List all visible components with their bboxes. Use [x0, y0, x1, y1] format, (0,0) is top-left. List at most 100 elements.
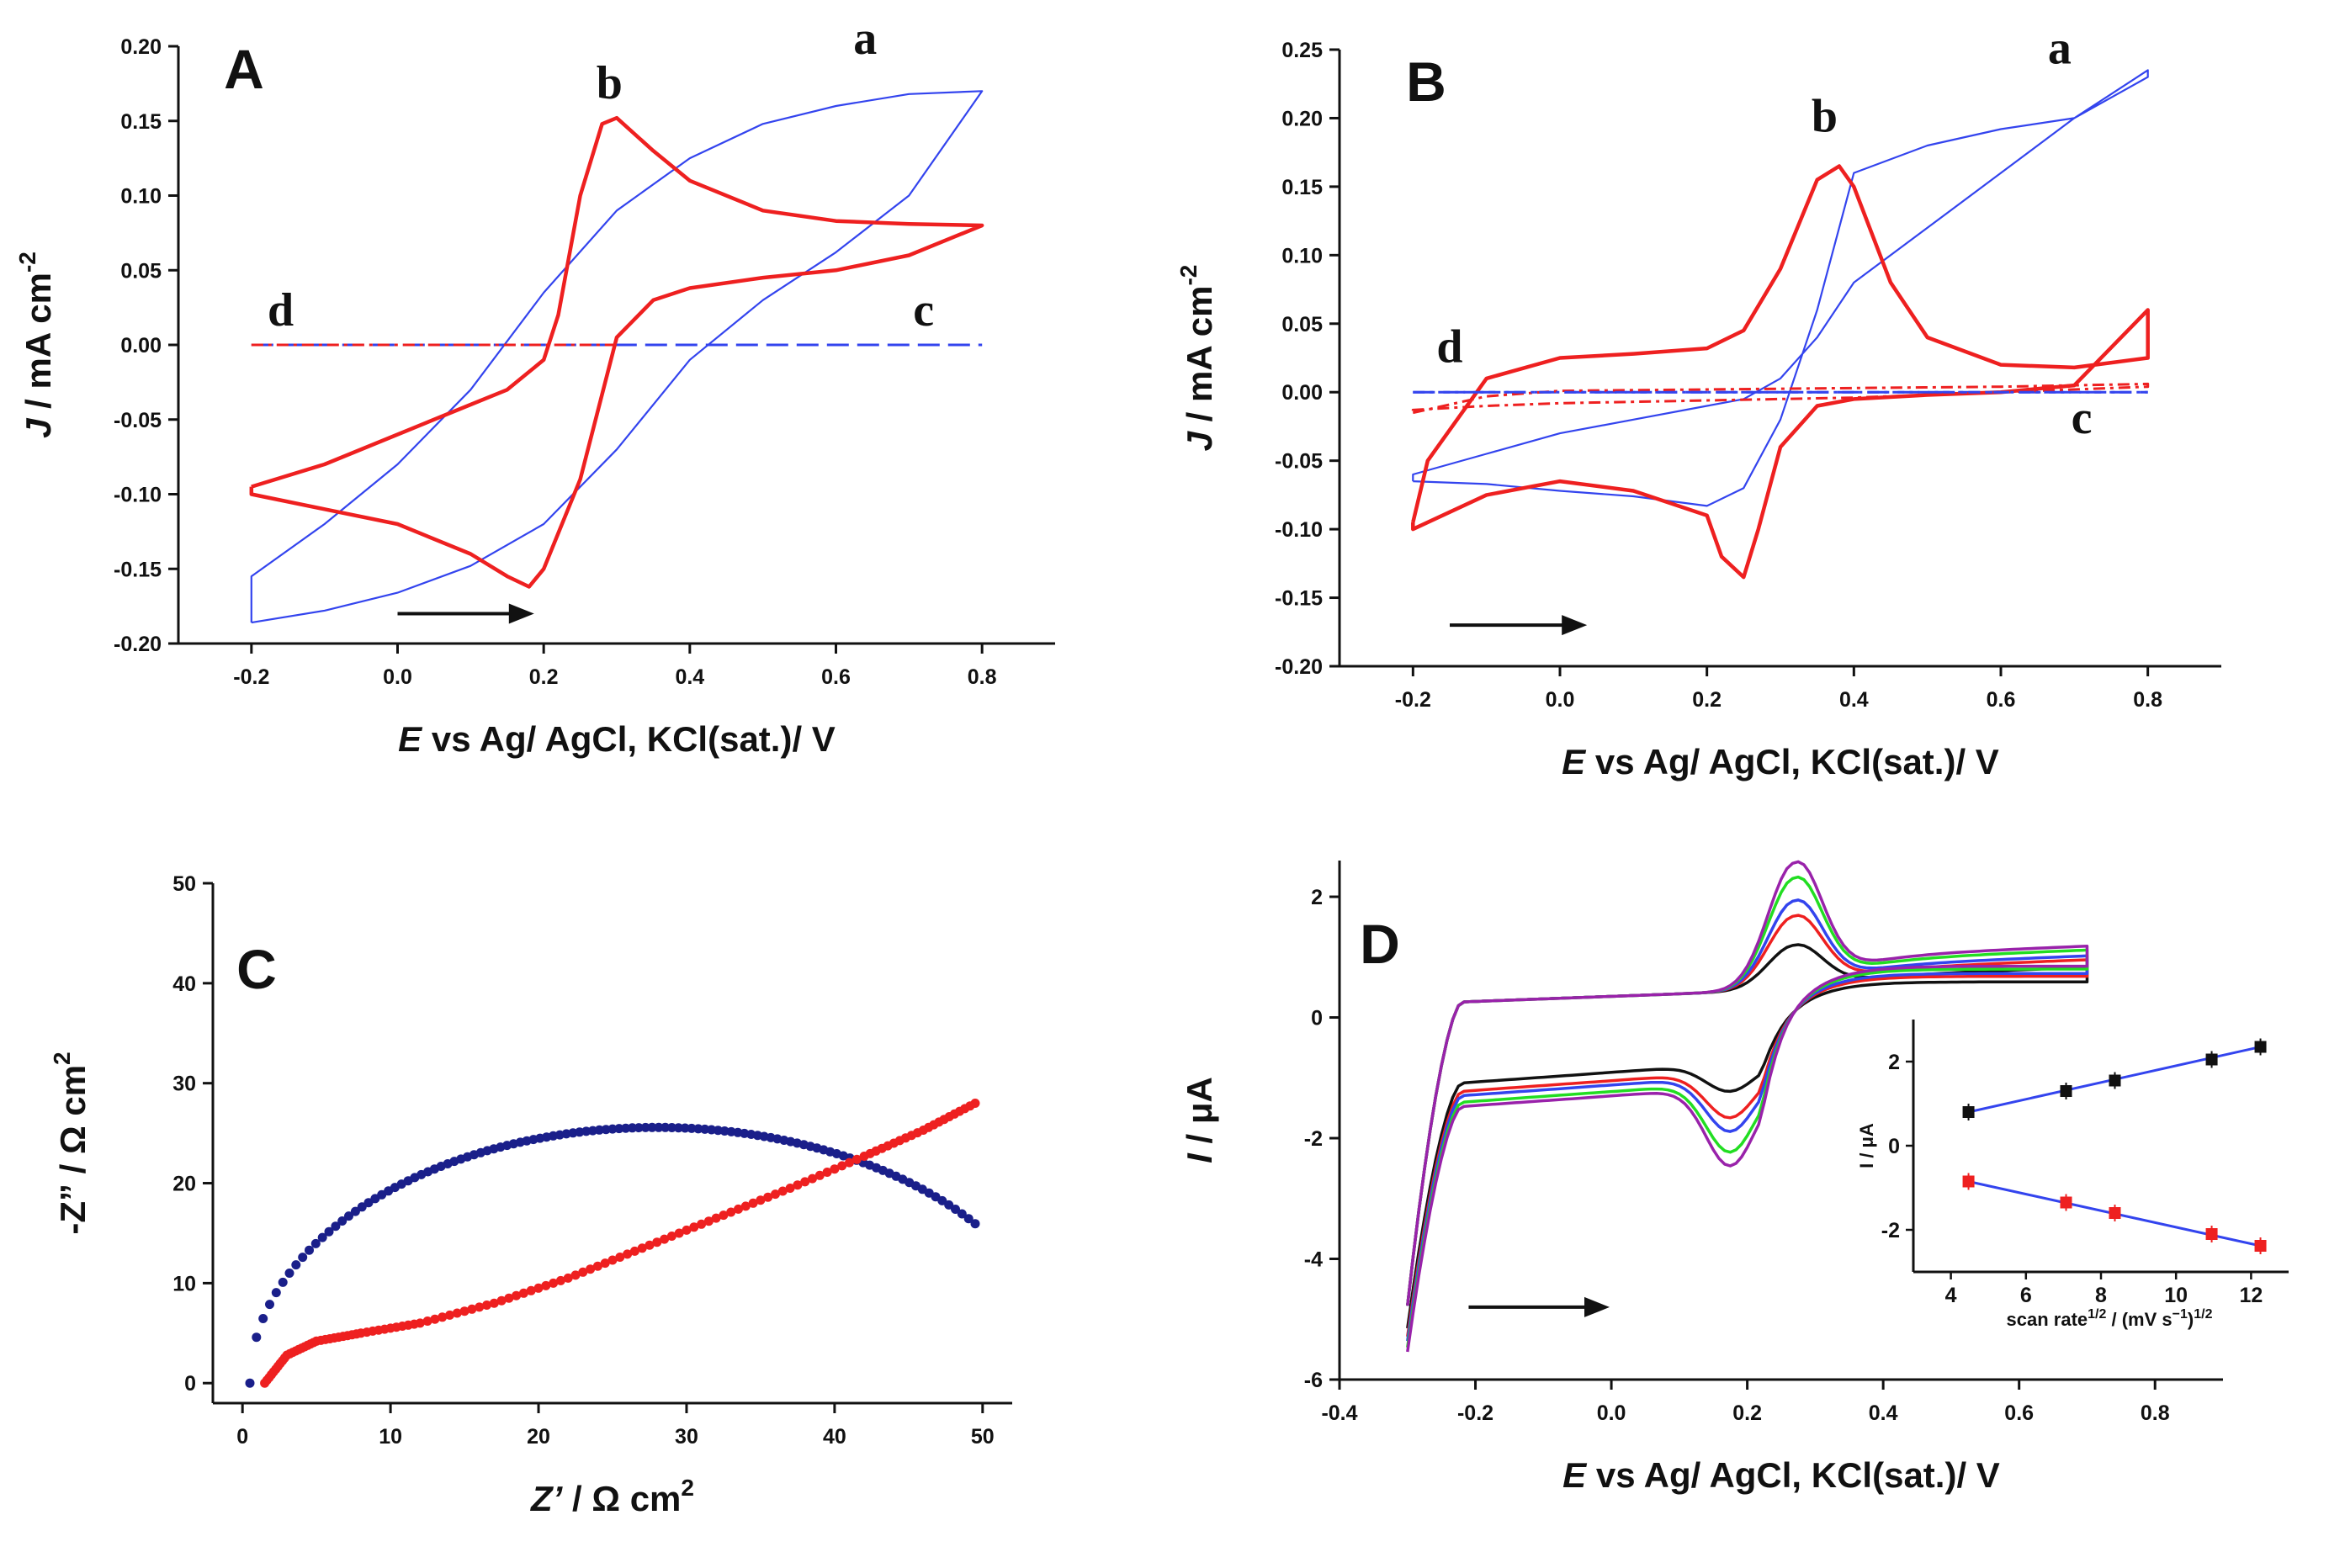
x-tick-label-b: 0.0 — [1546, 688, 1575, 712]
data-point-red — [482, 1300, 491, 1310]
data-point-blue — [640, 1122, 650, 1132]
inset-point-anodic — [2254, 1041, 2267, 1053]
y-axis-label-italic: J — [1180, 430, 1219, 451]
data-point-red — [563, 1273, 573, 1283]
cv-line-scan-5 — [1406, 860, 2089, 1353]
y-tick-label-a: -0.20 — [114, 633, 162, 656]
data-point-red — [674, 1228, 684, 1238]
data-point-blue — [305, 1245, 314, 1255]
y-tick-label-b: -0.20 — [1275, 655, 1323, 679]
y-tick-label-c: 40 — [172, 972, 196, 996]
y-tick-label-a: -0.05 — [114, 409, 162, 432]
series-line-b-b — [1411, 164, 2150, 580]
data-point-red — [808, 1173, 817, 1184]
y-tick-label-d: -4 — [1304, 1248, 1323, 1272]
data-point-red — [578, 1267, 588, 1277]
data-point-blue — [298, 1253, 308, 1263]
y-tick-label-a: 0.20 — [120, 35, 162, 59]
y-axis-label-italic: J — [19, 417, 58, 438]
inset-y-tick-label: 2 — [1888, 1051, 1900, 1074]
x-axis-label-text: vs Ag/ AgCl, KCl(sat.)/ V — [1586, 1455, 2000, 1495]
data-point-blue — [661, 1122, 671, 1132]
data-point-red — [719, 1210, 729, 1221]
data-point-red — [756, 1195, 766, 1205]
data-point-red — [645, 1240, 655, 1250]
data-point-red — [570, 1270, 581, 1280]
data-point-red — [623, 1249, 633, 1259]
x-axis-label-d: E vs Ag/ AgCl, KCl(sat.)/ V — [1562, 1455, 2000, 1495]
data-point-red — [697, 1219, 707, 1229]
x-axis-label-sup: 2 — [681, 1475, 694, 1501]
panel-label-b: B — [1406, 50, 1446, 113]
data-point-blue — [957, 1209, 967, 1219]
data-point-red — [607, 1255, 618, 1265]
y-tick-label-d: 0 — [1311, 1007, 1323, 1030]
data-point-red — [586, 1264, 596, 1274]
x-tick-label-a: 0.6 — [821, 665, 851, 689]
data-point-red — [489, 1298, 499, 1308]
data-point-blue — [278, 1277, 288, 1287]
x-tick-label-c: 30 — [675, 1425, 698, 1449]
y-axis-label-text: -Z” / Ω cm — [53, 1065, 93, 1235]
data-point-red — [422, 1316, 432, 1326]
inset-point-cathodic — [2205, 1228, 2218, 1240]
x-tick-label-c: 10 — [379, 1425, 402, 1449]
y-axis-label-d: I / μA — [1180, 1077, 1219, 1163]
data-point-blue — [951, 1205, 960, 1214]
data-point-blue — [647, 1122, 657, 1132]
curve-label-a-d: d — [268, 284, 294, 336]
x-tick-label-a: 0.8 — [968, 665, 997, 689]
data-point-blue — [344, 1211, 353, 1221]
x-tick-label-b: 0.8 — [2133, 688, 2162, 712]
x-tick-label-d: -0.2 — [1457, 1401, 1493, 1425]
scan-arrow-head-b — [1562, 615, 1588, 636]
x-tick-label-b: 0.4 — [1839, 688, 1869, 712]
data-point-blue — [284, 1269, 294, 1278]
inset-point-anodic — [2109, 1074, 2121, 1087]
y-tick-label-a: -0.10 — [114, 484, 162, 507]
curve-label-a-a: a — [853, 13, 877, 65]
series-line-b-a — [1412, 69, 2149, 507]
data-point-red — [438, 1312, 448, 1322]
data-point-red — [549, 1278, 559, 1288]
data-point-red — [660, 1234, 670, 1244]
data-point-blue — [357, 1202, 367, 1212]
inset-point-anodic — [2060, 1085, 2072, 1097]
y-tick-label-d: -6 — [1304, 1369, 1323, 1392]
data-point-red — [512, 1290, 522, 1300]
data-point-blue — [252, 1332, 262, 1343]
curve-label-b-d: d — [1436, 320, 1462, 373]
data-point-red — [777, 1186, 788, 1196]
data-point-blue — [673, 1123, 683, 1133]
data-point-red — [800, 1177, 810, 1187]
x-tick-label-a: 0.0 — [383, 665, 412, 689]
y-tick-label-b: 0.15 — [1281, 176, 1323, 199]
data-point-red — [415, 1318, 425, 1328]
y-tick-label-b: -0.10 — [1275, 518, 1323, 542]
data-point-blue — [614, 1124, 624, 1134]
data-point-red — [526, 1285, 536, 1295]
x-axis-label-b: E vs Ag/ AgCl, KCl(sat.)/ V — [1562, 742, 1999, 781]
data-point-blue — [310, 1238, 321, 1248]
x-tick-label-b: 0.6 — [1987, 688, 2016, 712]
inset-point-cathodic — [2109, 1207, 2121, 1219]
data-point-red — [533, 1283, 544, 1293]
y-tick-label-a: -0.15 — [114, 558, 162, 581]
x-tick-label-c: 40 — [823, 1425, 846, 1449]
inset-point-anodic — [1962, 1106, 1975, 1118]
data-point-red — [851, 1154, 862, 1164]
data-point-blue — [963, 1214, 974, 1224]
data-point-blue — [363, 1198, 374, 1208]
inset-point-cathodic — [2060, 1196, 2072, 1209]
x-tick-label-c: 20 — [527, 1425, 550, 1449]
data-point-blue — [680, 1123, 690, 1133]
y-axis-label-text: / mA cm — [19, 273, 58, 419]
y-axis-label-sup: -2 — [1175, 265, 1202, 286]
data-point-red — [592, 1261, 602, 1271]
data-point-blue — [271, 1288, 281, 1298]
y-tick-label-c: 0 — [184, 1372, 196, 1396]
inset-x-axis-label-part: / (mV s — [2106, 1309, 2172, 1330]
y-tick-label-d: 2 — [1311, 886, 1323, 909]
inset-x-axis-label-part: ) — [2188, 1309, 2194, 1330]
